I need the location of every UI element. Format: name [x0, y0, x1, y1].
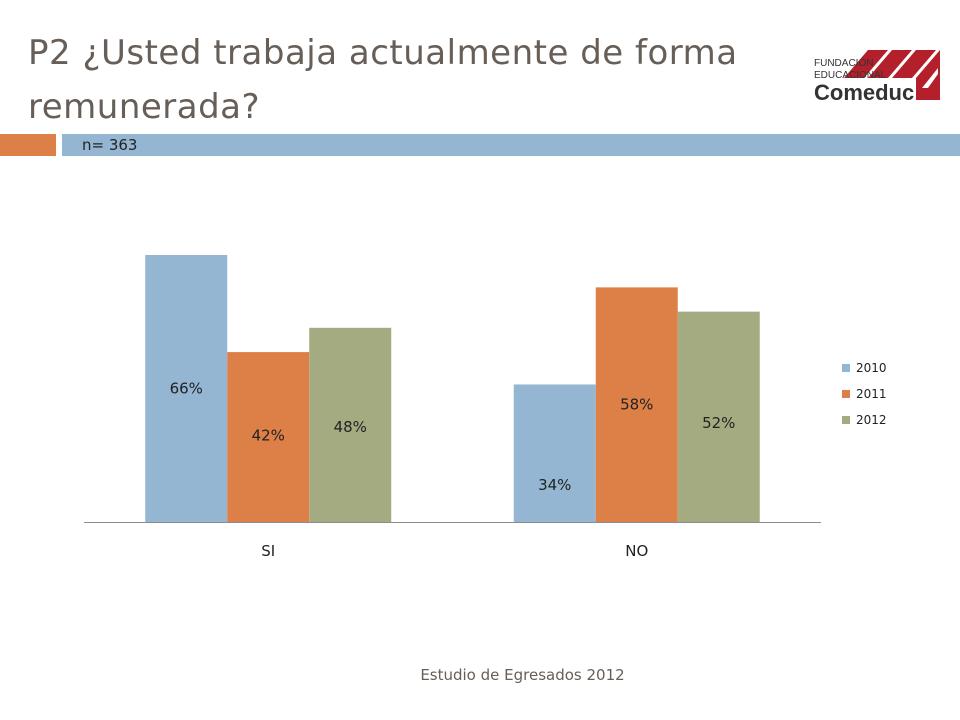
title-accent-bar — [0, 134, 56, 156]
bar-si-2011 — [227, 352, 310, 522]
bar-si-2012 — [309, 327, 392, 522]
logo-line-2: EDUCACIONAL — [814, 70, 887, 81]
data-label-si-2012: 48% — [334, 418, 367, 436]
footer-text: Estudio de Egresados 2012 — [420, 666, 625, 684]
logo-line-1: FUNDACIÓN — [814, 56, 873, 69]
bar-si-2010 — [145, 255, 228, 522]
subtitle-bar — [62, 134, 960, 156]
chart-legend: 2010 2011 2012 — [842, 361, 887, 427]
bar-no-2011 — [595, 287, 678, 522]
bar-no-2012 — [677, 311, 760, 522]
category-label-si: SI — [261, 542, 275, 560]
legend-swatch-2012 — [842, 416, 850, 424]
data-label-no-2010: 34% — [538, 476, 571, 494]
bar-no-2010 — [513, 384, 596, 522]
legend-label-2011: 2011 — [856, 387, 887, 401]
logo-line-3: Comeduc — [814, 80, 914, 105]
slide-title: P2 ¿Usted trabaja actualmente de forma r… — [28, 33, 738, 127]
comeduc-logo: FUNDACIÓN EDUCACIONAL Comeduc — [814, 50, 940, 105]
category-labels: SI NO — [261, 542, 648, 560]
bars-layer: 66% 42% 48% 34% 58% 52% — [145, 255, 760, 522]
data-label-si-2011: 42% — [252, 426, 285, 444]
category-label-no: NO — [625, 542, 648, 560]
data-label-no-2011: 58% — [620, 396, 653, 414]
data-label-si-2010: 66% — [170, 380, 203, 398]
legend-label-2012: 2012 — [856, 413, 887, 427]
legend-swatch-2011 — [842, 390, 850, 398]
legend-swatch-2010 — [842, 364, 850, 372]
sample-size-label: n= 363 — [82, 136, 138, 154]
data-label-no-2012: 52% — [702, 414, 735, 432]
legend-label-2010: 2010 — [856, 361, 887, 375]
logo-stripes-mark — [844, 50, 940, 100]
